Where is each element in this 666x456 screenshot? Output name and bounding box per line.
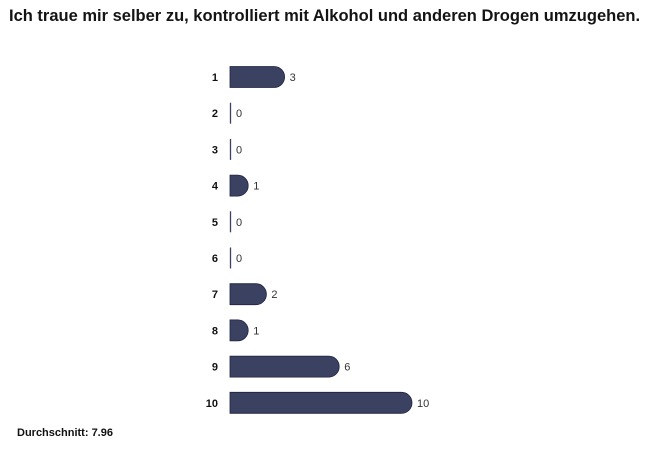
- category-label: 7: [212, 289, 218, 301]
- average-value: 7.96: [91, 427, 113, 439]
- bar: [229, 355, 340, 378]
- value-label: 1: [253, 325, 259, 337]
- category-label: 2: [212, 108, 218, 120]
- category-label: 1: [212, 72, 218, 84]
- category-label: 3: [212, 144, 218, 156]
- value-label: 0: [236, 108, 242, 120]
- value-label: 0: [236, 144, 242, 156]
- value-label: 2: [271, 289, 277, 301]
- value-label: 10: [417, 398, 429, 410]
- value-label: 0: [236, 217, 242, 229]
- value-label: 6: [344, 362, 350, 374]
- category-label: 6: [212, 253, 218, 265]
- chart-title: Ich traue mir selber zu, kontrolliert mi…: [9, 7, 641, 25]
- value-label: 0: [236, 253, 242, 265]
- category-label: 8: [212, 325, 218, 337]
- bar: [229, 174, 249, 197]
- bar: [229, 391, 413, 414]
- category-label: 10: [206, 398, 218, 410]
- category-label: 4: [212, 181, 219, 193]
- category-label: 5: [212, 217, 218, 229]
- value-label: 1: [253, 181, 259, 193]
- value-label: 3: [290, 72, 296, 84]
- bar: [229, 283, 267, 306]
- average-summary: Durchschnitt: 7.96: [17, 427, 113, 439]
- bar: [229, 66, 285, 88]
- bar: [229, 319, 249, 342]
- average-label: Durchschnitt:: [17, 427, 89, 439]
- category-label: 9: [212, 362, 218, 374]
